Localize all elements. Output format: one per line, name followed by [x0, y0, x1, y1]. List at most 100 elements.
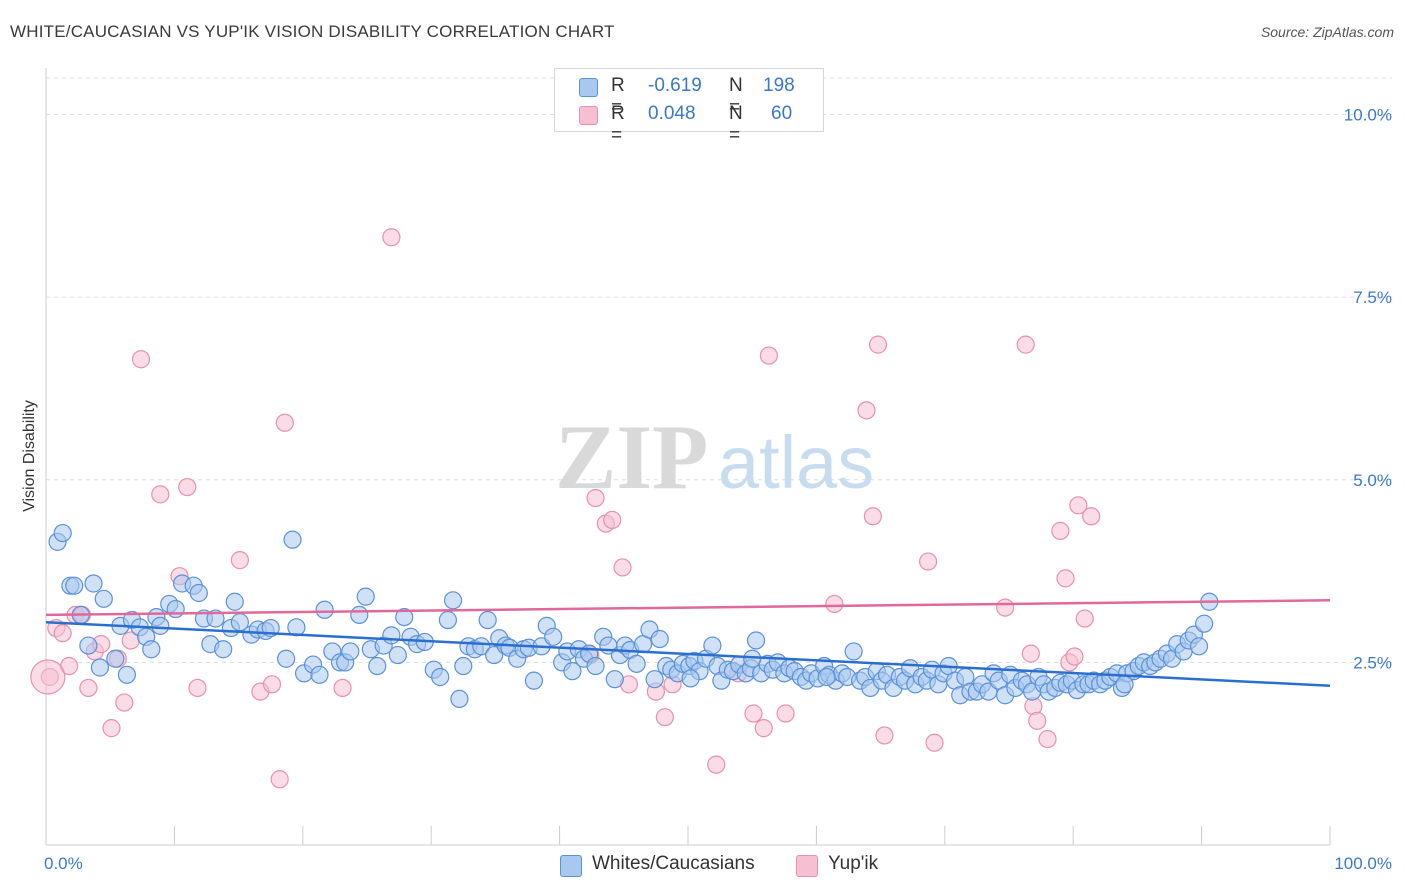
white-point: [478, 610, 497, 630]
yupik-point: [754, 719, 773, 738]
white-point: [65, 576, 84, 595]
legend-n-value: 198: [763, 75, 795, 96]
yupik-point: [1028, 711, 1047, 730]
white-point: [94, 589, 113, 608]
yupik-point: [875, 726, 894, 745]
white-point: [681, 669, 700, 688]
white-point: [225, 592, 244, 611]
y-tick-label: 7.5%: [1353, 288, 1392, 307]
yupik-point: [79, 678, 98, 698]
yupik-point: [586, 488, 605, 508]
x-tick-labels: 0.0% 100.0%: [44, 854, 1392, 873]
white-point: [206, 609, 225, 628]
legend-n-label: N =: [729, 103, 743, 146]
zipatlas-watermark: ZIP atlas: [555, 406, 874, 508]
white-point: [310, 665, 329, 684]
yupik-point: [1082, 507, 1101, 526]
white-point: [817, 667, 836, 687]
white-point: [650, 629, 669, 649]
yupik-point: [53, 624, 72, 643]
white-point: [84, 574, 103, 593]
legend-swatch-blue: [579, 78, 598, 97]
series-legend: Whites/Caucasians Yup'ik: [0, 852, 1406, 878]
white-point: [1195, 614, 1214, 633]
yupik-point: [188, 678, 207, 698]
yupik-point: [1075, 609, 1094, 628]
yupik-point: [1021, 644, 1040, 663]
yupik-point: [863, 507, 882, 526]
y-axis-label: Vision Disability: [21, 400, 38, 512]
white-point: [645, 670, 664, 689]
white-point: [356, 587, 375, 606]
yupik-point-large: [30, 659, 66, 695]
white-point: [214, 640, 233, 659]
white-point: [443, 591, 463, 610]
axes: [45, 68, 1331, 846]
white-point: [106, 649, 125, 668]
white-point: [524, 671, 544, 690]
yupik-point: [1056, 569, 1075, 588]
legend-label-whites: Whites/Caucasians: [592, 853, 755, 874]
white-point: [844, 642, 863, 661]
yupik-point: [230, 551, 249, 570]
white-point: [746, 631, 766, 650]
white-point: [703, 636, 722, 655]
white-point: [605, 670, 624, 689]
y-tick-label: 5.0%: [1353, 471, 1392, 490]
chart-title: WHITE/CAUCASIAN VS YUP'IK VISION DISABIL…: [10, 22, 615, 41]
white-point: [454, 656, 473, 676]
yupik-point: [1069, 496, 1088, 515]
white-point: [166, 599, 185, 619]
white-point: [315, 600, 334, 619]
yupik-point: [707, 755, 726, 774]
legend-r-value: -0.619: [648, 75, 702, 96]
yupik-point: [655, 708, 674, 727]
white-trend-line: [45, 620, 1331, 688]
white-point: [117, 665, 136, 684]
legend-n-value: 60: [771, 103, 793, 124]
white-point: [1189, 637, 1209, 656]
white-point: [743, 649, 762, 668]
yupik-point: [996, 598, 1015, 617]
white-point: [277, 649, 296, 668]
yupik-point: [151, 485, 170, 504]
white-point: [350, 605, 369, 625]
yupik-point: [1065, 647, 1084, 666]
white-point: [627, 654, 646, 673]
yupik-point: [131, 350, 151, 369]
white-point: [388, 645, 407, 665]
legend-label-yupik: Yup'ik: [828, 853, 879, 874]
trend-lines: [45, 599, 1331, 688]
white-point: [438, 610, 457, 630]
chart-source: Source: ZipAtlas.com: [1260, 24, 1394, 40]
white-point: [79, 636, 98, 655]
white-point: [142, 640, 161, 659]
y-tick-labels: 2.5% 5.0% 7.5% 10.0%: [1344, 106, 1392, 673]
yupik-point: [333, 678, 352, 698]
yupik-point: [603, 510, 622, 530]
yupik-point: [925, 733, 944, 752]
white-point: [189, 583, 208, 603]
yupik-point: [102, 719, 121, 738]
yupik-point: [868, 335, 888, 354]
white-point: [544, 627, 563, 646]
yupik-point: [1051, 521, 1070, 540]
x-tick-label-min: 0.0%: [44, 854, 83, 873]
yupik-point: [115, 693, 134, 712]
white-point: [563, 662, 582, 681]
yupik-point: [825, 594, 844, 614]
grid-lines: [46, 77, 1392, 663]
white-point: [450, 689, 469, 709]
yupik-point: [613, 558, 632, 577]
watermark-atlas: atlas: [718, 421, 874, 504]
legend-swatch-pink: [579, 106, 598, 125]
white-point: [368, 656, 387, 676]
legend-swatch-pink: [796, 855, 818, 877]
white-point: [151, 616, 170, 635]
yupik-point: [275, 413, 294, 432]
white-point: [586, 656, 605, 676]
y-tick-label: 10.0%: [1344, 106, 1392, 125]
white-point: [395, 607, 414, 627]
yupik-point: [178, 477, 197, 497]
